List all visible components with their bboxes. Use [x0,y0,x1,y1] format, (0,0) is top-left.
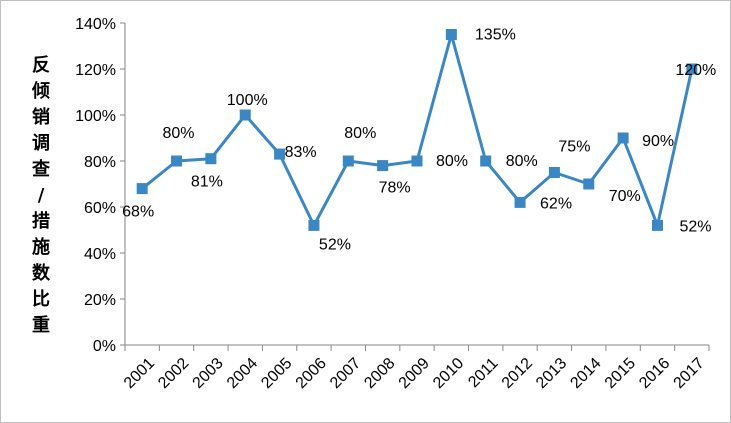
data-point-marker [342,155,354,167]
y-tick-label: 40% [84,246,116,263]
y-axis-label-char: 比 [32,289,50,310]
data-point-marker [686,63,698,75]
data-point-marker [136,183,148,195]
data-point-marker [239,109,251,121]
data-label: 52% [319,236,351,253]
y-tick-labels: 0% 20% 40% 60% 80% 100% 120% 140% [75,16,116,355]
data-label: 100% [227,92,268,109]
data-label: 68% [122,204,154,221]
y-tick-label: 0% [93,338,116,355]
data-label: 75% [558,139,590,156]
data-label: 135% [475,27,516,44]
y-tick-label: 140% [75,16,116,33]
y-axis-label-char: / [38,185,45,206]
x-tick-label: 2001 [121,355,158,392]
y-axis-label-char: 数 [32,262,51,284]
data-point-marker [274,148,286,160]
x-tick-label: 2010 [430,355,467,392]
y-axis-label-char: 反 [32,55,50,76]
data-point-marker [583,178,595,190]
x-tick-label: 2012 [499,355,536,392]
data-point-marker [651,219,663,231]
y-tick-label: 20% [84,292,116,309]
y-axis-label-char: 查 [32,158,50,180]
y-tick-label: 60% [84,200,116,217]
data-point-marker [377,160,389,172]
data-point-marker [548,167,560,178]
x-tick-label: 2014 [567,355,604,392]
data-label: 70% [609,188,641,205]
data-point-marker [480,155,492,167]
axes [120,22,710,351]
data-label: 80% [506,153,538,170]
data-label: 78% [379,180,411,197]
data-label: 83% [285,144,317,161]
data-point-marker [411,155,423,167]
y-axis-label-char: 倾 [31,81,50,102]
x-tick-label: 2011 [465,355,501,391]
data-point-marker [308,219,320,231]
data-label: 90% [642,133,674,150]
x-tick-label: 2004 [224,355,261,392]
data-label: 62% [540,195,572,212]
data-labels: 68% 80% 81% 100% 83% 52% 80% 78% 80% 135% 80% 62% 75… [122,27,716,254]
data-label: 52% [679,218,711,235]
y-axis-label-char: 措 [32,210,50,232]
x-tick-label: 2003 [190,355,227,392]
x-tick-label: 2016 [636,355,673,392]
data-label: 80% [436,153,468,170]
data-point-marker [445,29,457,40]
y-axis-label-char: 销 [32,106,50,128]
x-tick-label: 2013 [533,355,570,392]
y-axis-label-char: 调 [32,133,50,154]
x-tick-label: 2002 [155,355,192,392]
x-tick-label: 2005 [258,355,295,392]
x-tick-label: 2015 [602,355,639,392]
x-tick-labels: 2001200220032004200520062007200820092010… [121,355,708,392]
data-point-marker [617,132,629,144]
x-tick-label: 2006 [293,355,330,392]
data-label: 120% [675,62,716,79]
y-tick-label: 120% [75,62,116,79]
data-label: 80% [163,125,195,142]
x-tick-label: 2007 [327,355,364,392]
y-tick-label: 100% [75,108,116,125]
series [136,29,698,231]
x-tick-label: 2017 [671,355,708,392]
data-point-marker [514,196,526,208]
data-label: 80% [344,125,376,142]
data-label: 81% [191,174,223,191]
y-axis-label-char: 重 [32,314,50,336]
data-point-marker [171,155,183,167]
data-point-marker [205,153,217,165]
y-axis-label-char: 施 [32,236,50,258]
x-tick-label: 2009 [396,355,433,392]
x-tick-label: 2008 [361,355,398,392]
y-tick-label: 80% [84,154,116,171]
